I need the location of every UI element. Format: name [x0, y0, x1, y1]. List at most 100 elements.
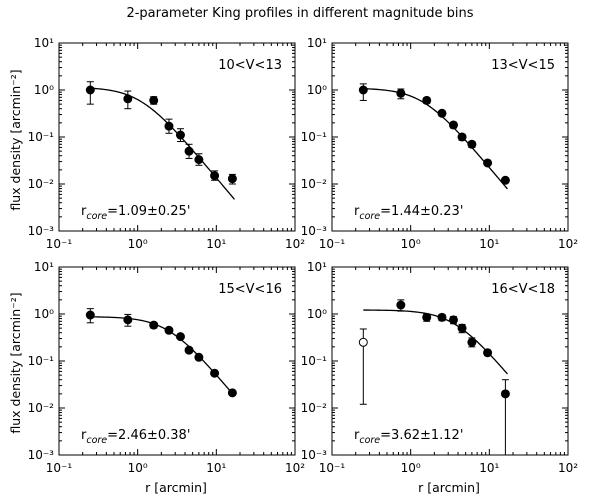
y-tick-label: 10⁻¹: [28, 130, 55, 144]
panel-3: 10⁻¹ 10⁰ 10¹ 10² 10⁻³ 10⁻² 10⁻¹ 10⁰ 10¹ 15<V<16 rc…: [28, 260, 306, 475]
r-core-symbol: r: [354, 428, 360, 443]
r-core-symbol: r: [81, 428, 87, 443]
y-tick-label: 10⁻²: [301, 401, 328, 415]
data-point: [184, 146, 194, 156]
y-tick-label: 10¹: [34, 36, 54, 50]
data-point: [500, 389, 510, 399]
data-point: [422, 95, 432, 105]
r-core-annotation: rcore=1.09±0.25': [81, 204, 190, 222]
data-point: [123, 94, 133, 104]
data-point: [500, 175, 510, 185]
data-point: [483, 348, 493, 358]
y-tick-label: 10⁻³: [301, 448, 328, 462]
r-core-symbol: r: [354, 204, 360, 219]
y-tick-label: 10⁻²: [301, 177, 328, 191]
data-point: [164, 121, 174, 131]
king-model-curve: [90, 87, 235, 200]
data-point: [358, 85, 368, 95]
y-tick-label: 10¹: [307, 36, 327, 50]
magnitude-bin-label: 16<V<18: [491, 282, 555, 297]
king-model-curve: [90, 316, 235, 397]
r-core-subscript: core: [359, 435, 380, 446]
magnitude-bin-label: 13<V<15: [491, 58, 555, 73]
r-core-subscript: core: [86, 435, 107, 446]
magnitude-bin-label: 15<V<16: [218, 282, 282, 297]
x-tick-label: 10¹: [206, 237, 226, 251]
x-tick-label: 10²: [558, 461, 578, 475]
data-point: [483, 158, 493, 168]
data-point: [437, 108, 447, 118]
data-point: [396, 300, 406, 310]
y-tick-label: 10⁻³: [28, 448, 55, 462]
x-tick-label: 10⁰: [401, 461, 421, 475]
data-point: [448, 315, 458, 325]
data-point: [194, 155, 204, 165]
king-model-curve: [363, 309, 508, 375]
r-core-value: =1.09±0.25': [107, 204, 190, 219]
x-tick-label: 10⁰: [401, 237, 421, 251]
r-core-annotation: rcore=2.46±0.38': [81, 428, 190, 446]
y-tick-label: 10⁰: [34, 83, 54, 97]
figure-title: 2-parameter King profiles in different m…: [126, 6, 473, 21]
data-point: [448, 120, 458, 130]
y-tick-label: 10⁻¹: [301, 130, 328, 144]
data-point: [85, 310, 95, 320]
r-core-value: =3.62±1.12': [380, 428, 463, 443]
r-core-symbol: r: [81, 204, 87, 219]
data-point: [422, 312, 432, 322]
r-core-annotation: rcore=1.44±0.23': [354, 204, 463, 222]
data-point: [194, 352, 204, 362]
data-point: [184, 345, 194, 355]
data-point: [175, 130, 185, 140]
open-data-point: [358, 337, 368, 347]
x-tick-label: 10¹: [206, 461, 226, 475]
x-tick-label: 10⁻¹: [46, 461, 73, 475]
r-core-value: =1.44±0.23': [380, 204, 463, 219]
x-tick-label: 10⁻¹: [319, 461, 346, 475]
x-tick-label: 10²: [285, 461, 305, 475]
data-point: [227, 174, 237, 184]
data-point: [85, 85, 95, 95]
y-axis-label-bottom: flux density [arcmin⁻²]: [8, 292, 23, 433]
data-point: [457, 132, 467, 142]
r-core-subscript: core: [359, 211, 380, 222]
x-tick-label: 10⁻¹: [319, 237, 346, 251]
x-tick-label: 10⁻¹: [46, 237, 73, 251]
panel-2: 10⁻¹ 10⁰ 10¹ 10² 10⁻³ 10⁻² 10⁻¹ 10⁰ 10¹ 13<V<15 rc…: [301, 36, 579, 251]
y-tick-label: 10¹: [34, 260, 54, 274]
x-tick-label: 10¹: [479, 237, 499, 251]
x-tick-label: 10²: [285, 237, 305, 251]
panel-4: 10⁻¹ 10⁰ 10¹ 10² 10⁻³ 10⁻² 10⁻¹ 10⁰ 10¹ 16<V<18 rc…: [301, 260, 579, 475]
y-tick-label: 10⁻¹: [28, 354, 55, 368]
y-tick-label: 10⁰: [307, 83, 327, 97]
y-tick-label: 10⁻²: [28, 401, 55, 415]
data-point: [210, 368, 220, 378]
x-tick-label: 10⁰: [128, 237, 148, 251]
y-tick-label: 10⁻³: [301, 224, 328, 238]
magnitude-bin-label: 10<V<13: [218, 58, 282, 73]
x-axis-label-left: r [arcmin]: [145, 480, 207, 495]
data-point: [123, 315, 133, 325]
x-tick-label: 10²: [558, 237, 578, 251]
r-core-annotation: rcore=3.62±1.12': [354, 428, 463, 446]
y-tick-label: 10¹: [307, 260, 327, 274]
x-tick-label: 10¹: [479, 461, 499, 475]
y-tick-label: 10⁻³: [28, 224, 55, 238]
data-point: [227, 388, 237, 398]
data-point: [210, 171, 220, 181]
data-point: [175, 332, 185, 342]
panel-1: 10⁻¹ 10⁰ 10¹ 10² 10⁻³ 10⁻² 10⁻¹ 10⁰ 10¹ 10<V<13 rc…: [28, 36, 306, 251]
data-point: [467, 139, 477, 149]
y-tick-label: 10⁰: [307, 307, 327, 321]
r-core-subscript: core: [86, 211, 107, 222]
y-tick-label: 10⁰: [34, 307, 54, 321]
king-model-curve: [363, 88, 508, 190]
r-core-value: =2.46±0.38': [107, 428, 190, 443]
x-tick-label: 10⁰: [128, 461, 148, 475]
data-point: [467, 337, 477, 347]
data-point: [396, 88, 406, 98]
y-axis-label-top: flux density [arcmin⁻²]: [8, 69, 23, 210]
x-axis-label-right: r [arcmin]: [418, 480, 480, 495]
data-point: [164, 325, 174, 335]
